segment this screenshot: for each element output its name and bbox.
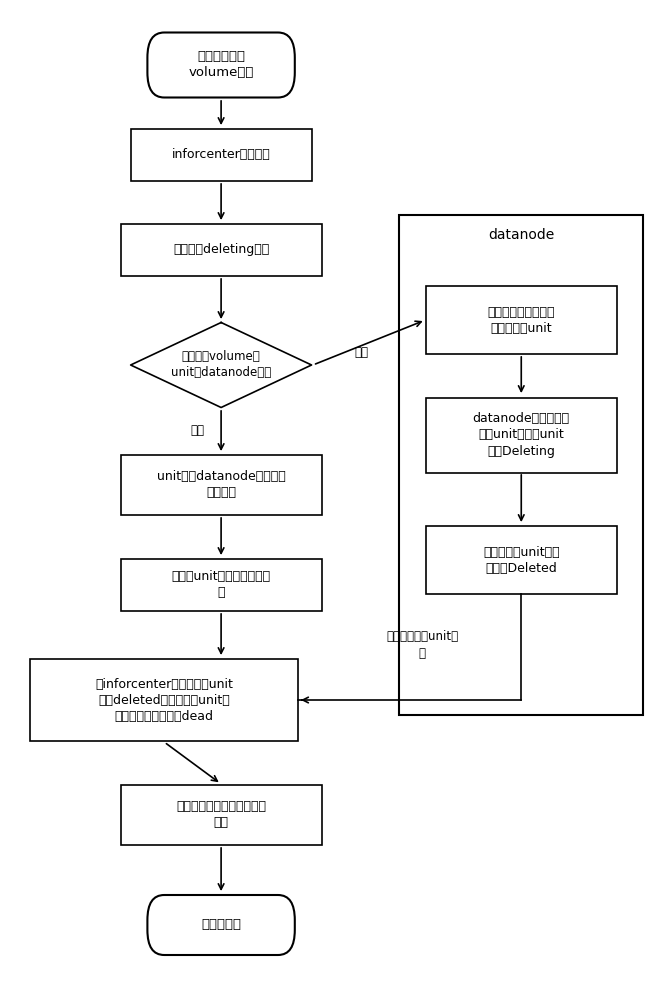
FancyBboxPatch shape [121, 224, 322, 276]
Text: datanode: datanode [488, 228, 554, 242]
Text: 没有: 没有 [191, 424, 204, 436]
FancyBboxPatch shape [426, 286, 616, 354]
Text: datanode开始删除标
记的unit，设置unit
状态Deleting: datanode开始删除标 记的unit，设置unit 状态Deleting [473, 412, 570, 458]
Text: 等待对应volume的
unit从datanode上报: 等待对应volume的 unit从datanode上报 [171, 351, 271, 379]
Text: 记录卷状态到数据库，固化
保存: 记录卷状态到数据库，固化 保存 [176, 800, 266, 830]
FancyBboxPatch shape [399, 215, 643, 715]
FancyBboxPatch shape [121, 559, 322, 611]
Text: 标记卷为deleting状态: 标记卷为deleting状态 [173, 243, 269, 256]
Text: 在上报的返回值中标
记要删除的unit: 在上报的返回值中标 记要删除的unit [488, 306, 555, 334]
Polygon shape [131, 322, 312, 408]
FancyBboxPatch shape [426, 398, 616, 473]
Text: 上报: 上报 [355, 346, 369, 359]
FancyBboxPatch shape [147, 32, 295, 97]
FancyBboxPatch shape [30, 659, 298, 741]
Text: 继续定时上报unit状
态: 继续定时上报unit状 态 [386, 630, 458, 660]
Text: 异常的unit不参与卷状态更
新: 异常的unit不参与卷状态更 新 [172, 570, 271, 599]
FancyBboxPatch shape [426, 526, 616, 594]
Text: 当inforcenter接收的所有unit
均为deleted，表示卷的unit全
部删除，卷状态变为dead: 当inforcenter接收的所有unit 均为deleted，表示卷的unit… [95, 678, 233, 722]
Text: 卷删除成功: 卷删除成功 [201, 918, 241, 932]
FancyBboxPatch shape [121, 785, 322, 845]
Text: inforcenter接收命令: inforcenter接收命令 [172, 148, 271, 161]
FancyBboxPatch shape [121, 455, 322, 515]
Text: unit所在datanode丢失或者
网络异常: unit所在datanode丢失或者 网络异常 [157, 471, 285, 499]
FancyBboxPatch shape [147, 895, 295, 955]
Text: 删除完成的unit状态
标记成Deleted: 删除完成的unit状态 标记成Deleted [483, 546, 559, 574]
FancyBboxPatch shape [131, 129, 312, 181]
Text: 用户发起删除
volume操作: 用户发起删除 volume操作 [188, 50, 254, 80]
